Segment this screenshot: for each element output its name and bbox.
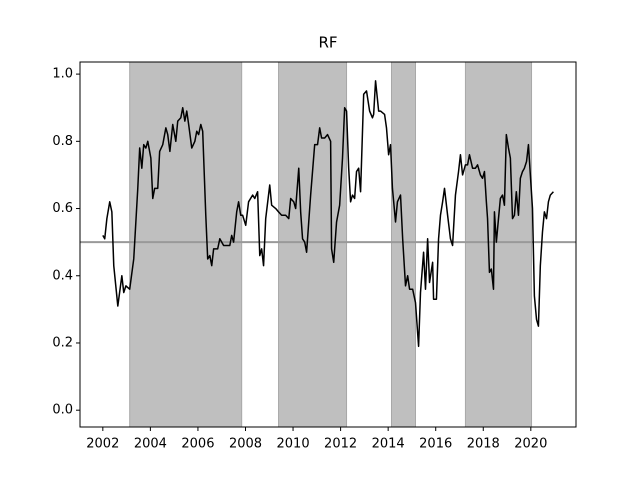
shaded-span <box>278 61 348 428</box>
x-tick-label: 2020 <box>514 437 547 452</box>
x-tick-label: 2006 <box>181 437 214 452</box>
chart-title: RF <box>318 34 337 52</box>
y-tick-label: 0.0 <box>52 403 73 418</box>
x-tick-label: 2010 <box>277 437 310 452</box>
x-tick-label: 2018 <box>467 437 500 452</box>
x-tick-label: 2002 <box>86 437 119 452</box>
x-tick-label: 2004 <box>134 437 167 452</box>
y-tick-label: 1.0 <box>52 67 73 82</box>
plot-frame <box>79 61 577 428</box>
shaded-span <box>464 61 533 428</box>
y-tick-label: 0.6 <box>52 201 73 216</box>
x-tick-label: 2008 <box>229 437 262 452</box>
x-tick-label: 2016 <box>419 437 452 452</box>
x-tick-label: 2014 <box>372 437 405 452</box>
data-line <box>102 80 554 348</box>
y-tick-label: 0.2 <box>52 335 73 350</box>
x-tick-label: 2012 <box>324 437 357 452</box>
y-tick-label: 0.8 <box>52 134 73 149</box>
y-tick-label: 0.4 <box>52 268 73 283</box>
